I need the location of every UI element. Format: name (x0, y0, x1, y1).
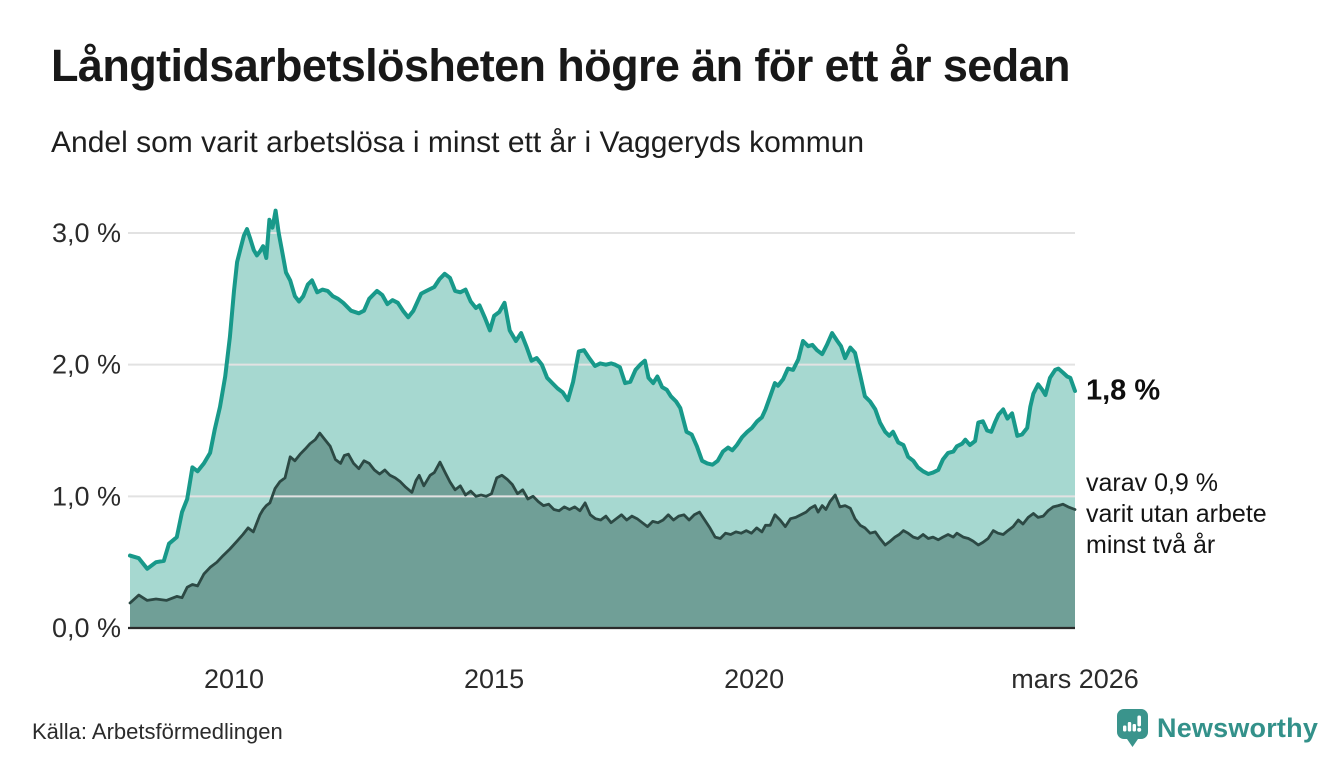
x-tick-label: mars 2026 (1011, 664, 1139, 694)
x-tick-label: 2010 (204, 664, 264, 694)
annotation-line: minst två år (1086, 531, 1216, 559)
line-min-two-years (128, 431, 1077, 605)
bar-chart-speech-bubble-icon (1117, 709, 1148, 747)
y-tick-label: 0,0 % (52, 613, 121, 643)
source-credit: Källa: Arbetsförmedlingen (32, 719, 283, 744)
y-tick-label: 1,0 % (52, 481, 121, 511)
page-title: Långtidsarbetslösheten högre än för ett … (51, 40, 1071, 91)
line-min-one-year (128, 208, 1077, 571)
area-min-two-years (130, 433, 1075, 628)
x-tick-label: 2015 (464, 664, 524, 694)
y-tick-label: 2,0 % (52, 350, 121, 380)
latest-value-label: 1,8 % (1086, 374, 1161, 407)
annotation-line: varav 0,9 % (1086, 469, 1219, 497)
y-tick-label: 3,0 % (52, 218, 121, 248)
chart-subtitle: Andel som varit arbetslösa i minst ett å… (51, 126, 865, 159)
x-tick-label: 2020 (724, 664, 784, 694)
brand-name: Newsworthy (1157, 713, 1319, 743)
newsworthy-logo[interactable]: Newsworthy (1117, 709, 1318, 748)
secondary-value-annotation: varav 0,9 % varit utan arbete minst två … (1086, 468, 1267, 561)
annotation-line: varit utan arbete (1086, 500, 1267, 528)
